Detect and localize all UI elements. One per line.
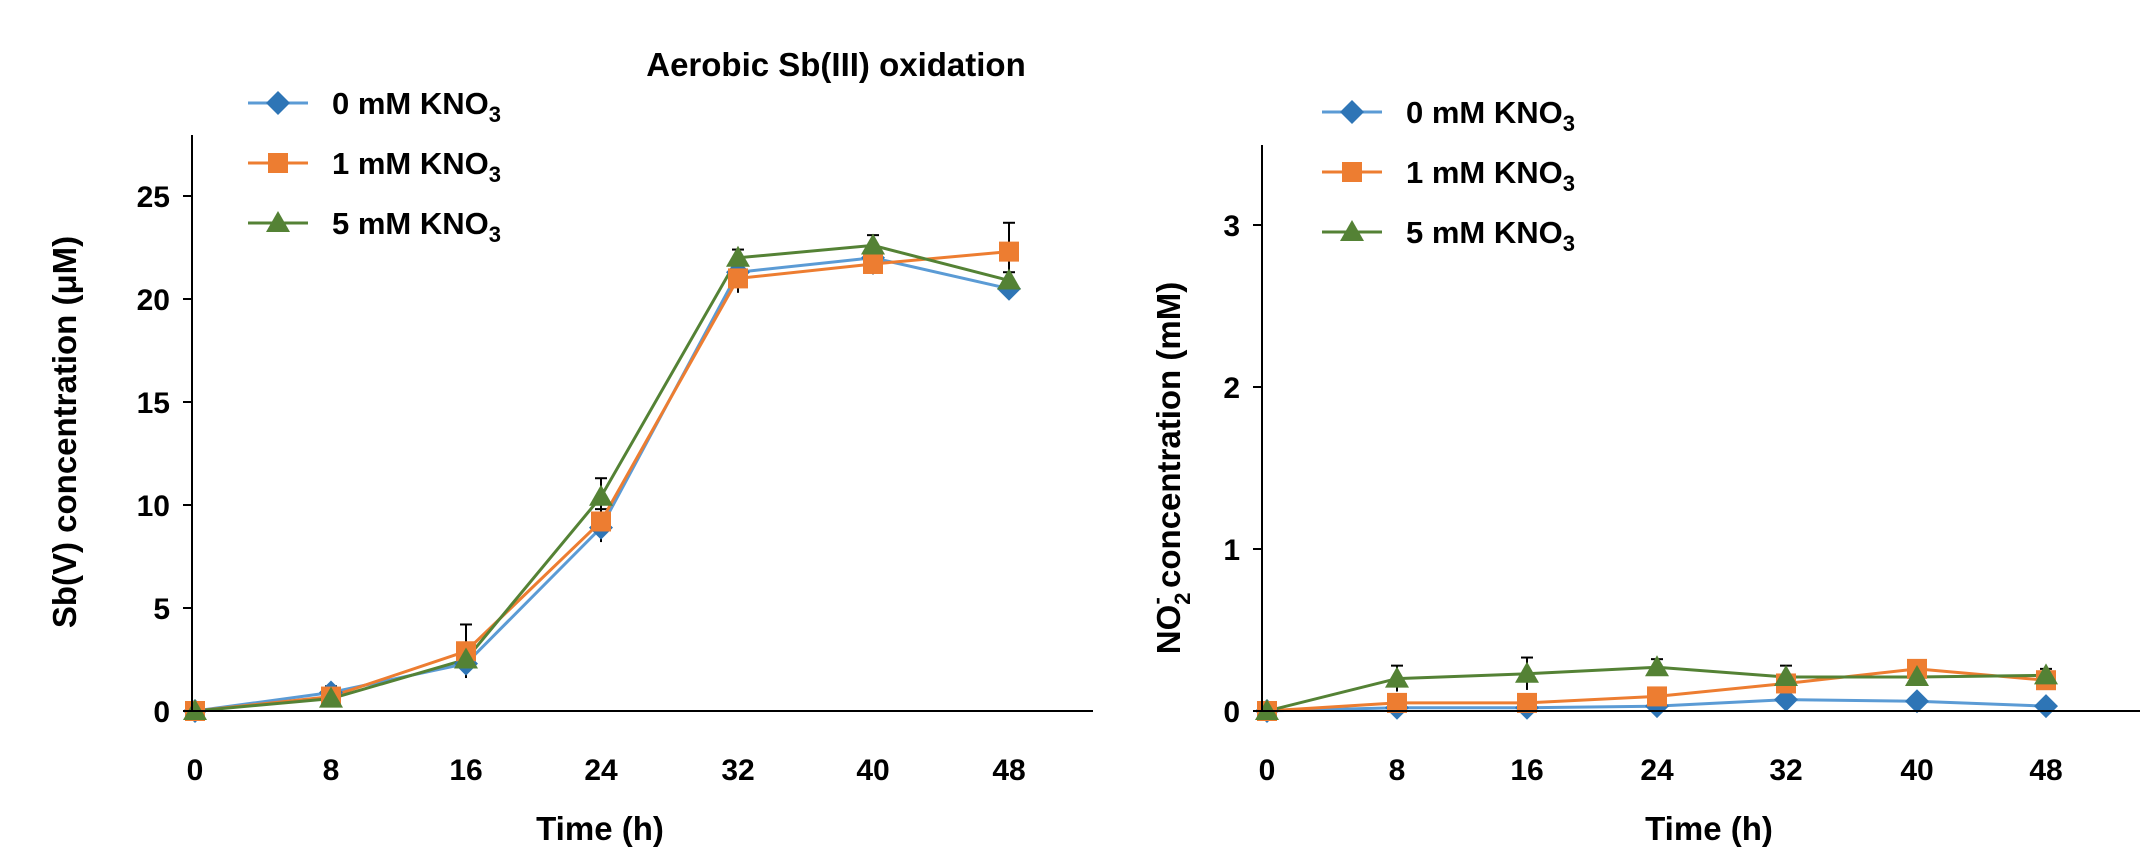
legend-label-1: 1 mM KNO3: [332, 146, 501, 187]
legend-marker-1: [1342, 162, 1362, 182]
x-tick-label: 24: [1640, 754, 1674, 787]
y-tick-label: 0: [153, 696, 170, 729]
y-tick-label: 10: [137, 490, 170, 523]
data-point-2: [589, 484, 613, 506]
x-axis-title: Time (h): [1645, 810, 1773, 847]
y-tick-label: 15: [137, 387, 170, 420]
data-point-2: [861, 233, 885, 255]
data-point-1: [1387, 692, 1407, 713]
y-axis-title: Sb(V) concentration (μM): [46, 236, 83, 628]
x-tick-label: 16: [449, 754, 482, 787]
data-point-2: [997, 268, 1021, 290]
x-tick-label: 32: [721, 754, 754, 787]
data-point-2: [726, 245, 750, 267]
chart-sb-v-concentration: 0 5 10 15 20 25 0 8 16 24 32 40 48 Time (h) Sb(V) conc…: [46, 86, 1093, 847]
legend-marker-1: [268, 153, 288, 173]
y-tick-label: 1: [1223, 534, 1240, 567]
data-point-2: [1255, 699, 1279, 720]
x-tick-label: 48: [2029, 754, 2062, 787]
x-tick-label: 0: [1259, 754, 1276, 787]
data-point-0: [1774, 687, 1798, 712]
x-tick-label: 40: [856, 754, 889, 787]
chart-title: Aerobic Sb(III) oxidation: [646, 46, 1026, 83]
chart-nitrite-concentration: 0 1 2 3 0 8 16 24 32 40 48 Time (h) NO2- concentrati…: [1144, 95, 2140, 847]
data-point-1: [863, 253, 883, 274]
x-tick-label: 16: [1510, 754, 1543, 787]
data-point-0: [2034, 694, 2058, 719]
data-point-2: [1645, 655, 1669, 677]
x-tick-label: 8: [323, 754, 340, 787]
y-tick-label: 20: [137, 284, 170, 317]
legend-label-2: 5 mM KNO3: [1406, 215, 1575, 256]
x-tick-label: 0: [187, 754, 204, 787]
legend-label-2: 5 mM KNO3: [332, 206, 501, 247]
y-tick-label: 3: [1223, 210, 1240, 243]
x-axis-title: Time (h): [536, 810, 664, 847]
data-point-2: [1905, 664, 1929, 686]
data-point-1: [1647, 686, 1667, 707]
legend-marker-2: [266, 211, 290, 232]
data-point-2: [1774, 664, 1798, 686]
data-point-2: [1515, 661, 1539, 683]
y-tick-label: 0: [1223, 696, 1240, 729]
legend-label-0: 0 mM KNO3: [332, 86, 501, 127]
data-point-2: [183, 699, 207, 720]
legend-label-0: 0 mM KNO3: [1406, 95, 1575, 136]
legend-label-1: 1 mM KNO3: [1406, 155, 1575, 196]
legend-marker-0: [1340, 100, 1364, 124]
x-tick-label: 40: [1900, 754, 1933, 787]
data-point-2: [454, 647, 478, 669]
legend-marker-0: [266, 91, 290, 115]
data-point-2: [2034, 663, 2058, 685]
x-tick-label: 8: [1389, 754, 1406, 787]
x-tick-label: 24: [584, 754, 618, 787]
y-tick-label: 2: [1223, 372, 1240, 405]
legend-marker-2: [1340, 220, 1364, 241]
y-tick-label: 25: [137, 181, 170, 214]
y-axis-title: NO2- concentration (mM): [1144, 282, 1195, 654]
data-point-1: [591, 511, 611, 532]
data-point-2: [319, 686, 343, 708]
data-point-2: [1385, 666, 1409, 688]
data-point-0: [1905, 689, 1929, 714]
data-point-1: [728, 268, 748, 289]
x-tick-label: 48: [992, 754, 1025, 787]
data-point-1: [999, 241, 1019, 262]
data-point-1: [1517, 692, 1537, 713]
x-tick-label: 32: [1769, 754, 1802, 787]
y-tick-label: 5: [153, 593, 170, 626]
